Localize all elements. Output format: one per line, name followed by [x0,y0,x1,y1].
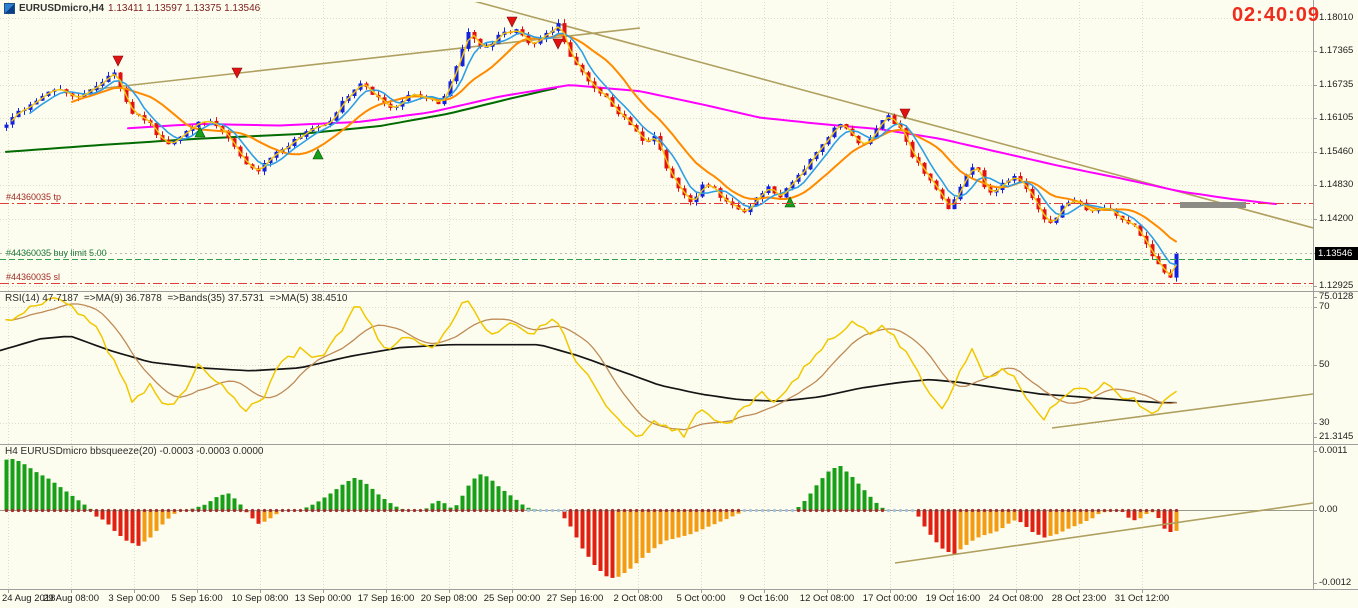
time-scale-label: 3 Sep 00:00 [108,593,160,604]
bbsqueeze-scale-label: -0.0012 [1319,577,1352,588]
price-scale-label: 1.17365 [1319,45,1354,56]
rsi-panel [0,297,1313,438]
time-scale[interactable]: 24 Aug 2018 29 Aug 08:00 3 Sep 00:00 5 Sep … [0,591,1358,608]
bbsqueeze-scale-label: 0.00 [1319,504,1338,515]
sell-arrow [899,108,911,120]
ohlc-values: 1.13411 1.13597 1.13375 1.13546 [108,3,261,14]
symbol-timeframe-label: EURUSDmicro,H4 [19,3,105,14]
time-scale-label: 9 Oct 16:00 [739,593,789,604]
price-scale-label: 1.16105 [1319,112,1354,123]
time-scale-label: 10 Sep 08:00 [231,593,289,604]
gray-price-marker [1180,202,1246,208]
time-scale-label: 29 Aug 08:00 [43,593,99,604]
bbsqueeze-panel [0,459,1313,578]
time-scale-label: 31 Oct 12:00 [1114,593,1170,604]
time-scale-label: 5 Sep 16:00 [171,593,223,604]
current-price-box: 1.13546 [1315,247,1358,260]
order-line-label[interactable]: #44360035 sl [6,272,61,282]
order-line-label[interactable]: #44360035 tp [6,192,62,202]
time-scale-label: 17 Oct 00:00 [862,593,918,604]
time-scale-label: 24 Aug 2018 [2,593,56,604]
rsi-scale-label: 70 [1319,301,1330,312]
candle-countdown-timer: 02:40:09 [1231,4,1320,26]
chart-title: EURUSDmicro,H4 1.13411 1.13597 1.13375 1… [4,3,260,14]
panel-separators [0,0,1358,593]
bbsqueeze-indicator-header: H4 EURUSDmicro bbsqueeze(20) -0.0003 -0.… [5,446,264,457]
sell-arrow [231,67,243,79]
time-scale-label: 17 Sep 16:00 [357,593,415,604]
time-scale-label: 19 Oct 16:00 [925,593,981,604]
rsi-scale-label: 21.3145 [1319,431,1354,442]
time-scale-label: 5 Oct 00:00 [676,593,726,604]
price-scale-label: 1.14200 [1319,213,1354,224]
price-scale-label: 1.12925 [1319,280,1354,291]
sell-arrow [112,55,124,67]
price-scale-label: 1.16735 [1319,79,1354,90]
time-scale-label: 13 Sep 00:00 [294,593,352,604]
buy-arrow [194,126,206,138]
rsi-scale-label: 50 [1319,359,1330,370]
time-scale-label: 27 Sep 16:00 [546,593,604,604]
price-scale[interactable]: 1.18010 1.17365 1.16735 1.16105 1.15460 1.148… [1316,0,1358,590]
price-scale-label: 1.14830 [1319,179,1354,190]
time-scale-label: 2 Oct 08:00 [613,593,663,604]
order-line-label[interactable]: #44360035 buy limit 5.00 [6,248,107,258]
rsi-indicator-header: RSI(14) 47.7187 =>MA(9) 36.7878 =>Bands(… [5,293,348,304]
buy-arrow [312,148,324,160]
rsi-scale-label: 30 [1319,417,1330,428]
time-scale-label: 24 Oct 08:00 [988,593,1044,604]
time-scale-label: 28 Oct 23:00 [1051,593,1107,604]
bbsqueeze-scale-label: 0.0011 [1319,445,1348,456]
time-scale-label: 20 Sep 08:00 [420,593,478,604]
time-scale-label: 12 Oct 08:00 [799,593,855,604]
price-scale-label: 1.15460 [1319,146,1354,157]
time-scale-label: 25 Sep 00:00 [483,593,541,604]
buy-arrow [784,196,796,208]
candlestick-chart-icon [4,3,15,14]
main-price-panel [0,2,1313,284]
rsi-scale-label: 75.0128 [1319,291,1354,302]
sell-arrow [552,38,564,50]
price-scale-label: 1.18010 [1319,12,1354,23]
sell-arrow [506,16,518,28]
